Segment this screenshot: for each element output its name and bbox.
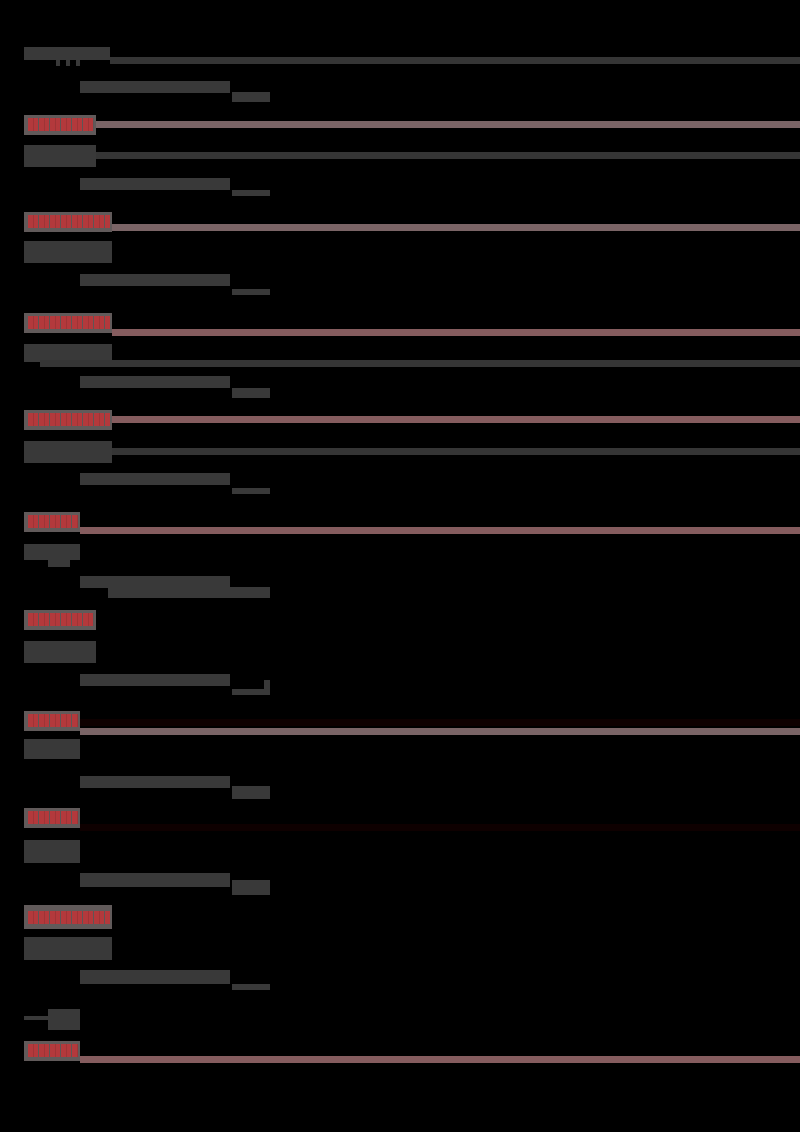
- section-rule: [112, 416, 800, 423]
- section-rule: [80, 728, 800, 735]
- section-line-tail: [232, 190, 270, 196]
- section-line-tail: [108, 587, 270, 598]
- section-badge: █.███: [24, 512, 80, 532]
- section-label: █.█████: [24, 441, 112, 463]
- section-line-tail: [232, 388, 270, 398]
- section-badge: █.███: [24, 808, 80, 828]
- line-end-mark: [264, 680, 270, 695]
- section-rule: [112, 329, 800, 336]
- section-line: ██████████████████████: [80, 473, 230, 485]
- document-header-label: ████████: [24, 47, 110, 60]
- section-badge: █.█████: [24, 212, 112, 232]
- section-badge: █.████: [24, 610, 96, 630]
- section-line-tail: [232, 880, 270, 895]
- header-subline: ██████████████████████: [80, 81, 230, 93]
- section-label: ██████: [24, 145, 96, 167]
- section-badge: █.███: [24, 711, 80, 731]
- section-label: █.█████: [24, 344, 112, 362]
- section-line-tail: [232, 984, 270, 990]
- section-line: ██████████████████████: [80, 376, 230, 388]
- label-dash: [24, 1016, 48, 1020]
- label-subscript: [48, 560, 70, 567]
- section-line-tail: [232, 689, 270, 695]
- section-line: ██████████████████████: [80, 178, 230, 190]
- section-line-tail: [232, 289, 270, 295]
- header-subline-tail: [232, 92, 270, 102]
- rule-gray: [96, 152, 800, 159]
- section-line: ██████████████████████: [80, 873, 230, 887]
- section-rule: [112, 224, 800, 231]
- section-line-tail: [232, 488, 270, 494]
- section-line: ██████████████████████: [80, 576, 230, 588]
- section-label: ████: [24, 739, 80, 759]
- section-badge: █.█████: [24, 905, 112, 929]
- section-rule: [96, 121, 800, 128]
- section-rule-dark: [80, 824, 800, 831]
- section-line: ██████████████████████: [80, 776, 230, 788]
- section-line: ██████████████████████: [80, 274, 230, 286]
- header-underline-marks: [56, 60, 86, 66]
- footer-badge: █.███: [24, 1041, 80, 1061]
- section-label: █.████: [24, 641, 96, 663]
- section-label: █.███: [24, 840, 80, 863]
- rule-gray: [110, 57, 800, 64]
- section-rule-dark: [80, 719, 800, 726]
- section-badge: █.█████: [24, 410, 112, 430]
- section-badge: █.████: [24, 115, 96, 135]
- section-rule: [80, 527, 800, 534]
- section-line: ██████████████████████: [80, 970, 230, 984]
- section-badge: █.█████: [24, 313, 112, 333]
- rule-gray: [40, 360, 800, 367]
- footer-rule: [80, 1056, 800, 1063]
- section-label: █.██: [24, 544, 80, 560]
- label-subscript: [48, 1022, 80, 1030]
- rule-gray: [112, 448, 800, 455]
- section-label: █.█████: [24, 241, 112, 263]
- section-line-tail: [232, 786, 270, 799]
- section-line: ██████████████████████: [80, 674, 230, 686]
- section-label: █.█████: [24, 937, 112, 960]
